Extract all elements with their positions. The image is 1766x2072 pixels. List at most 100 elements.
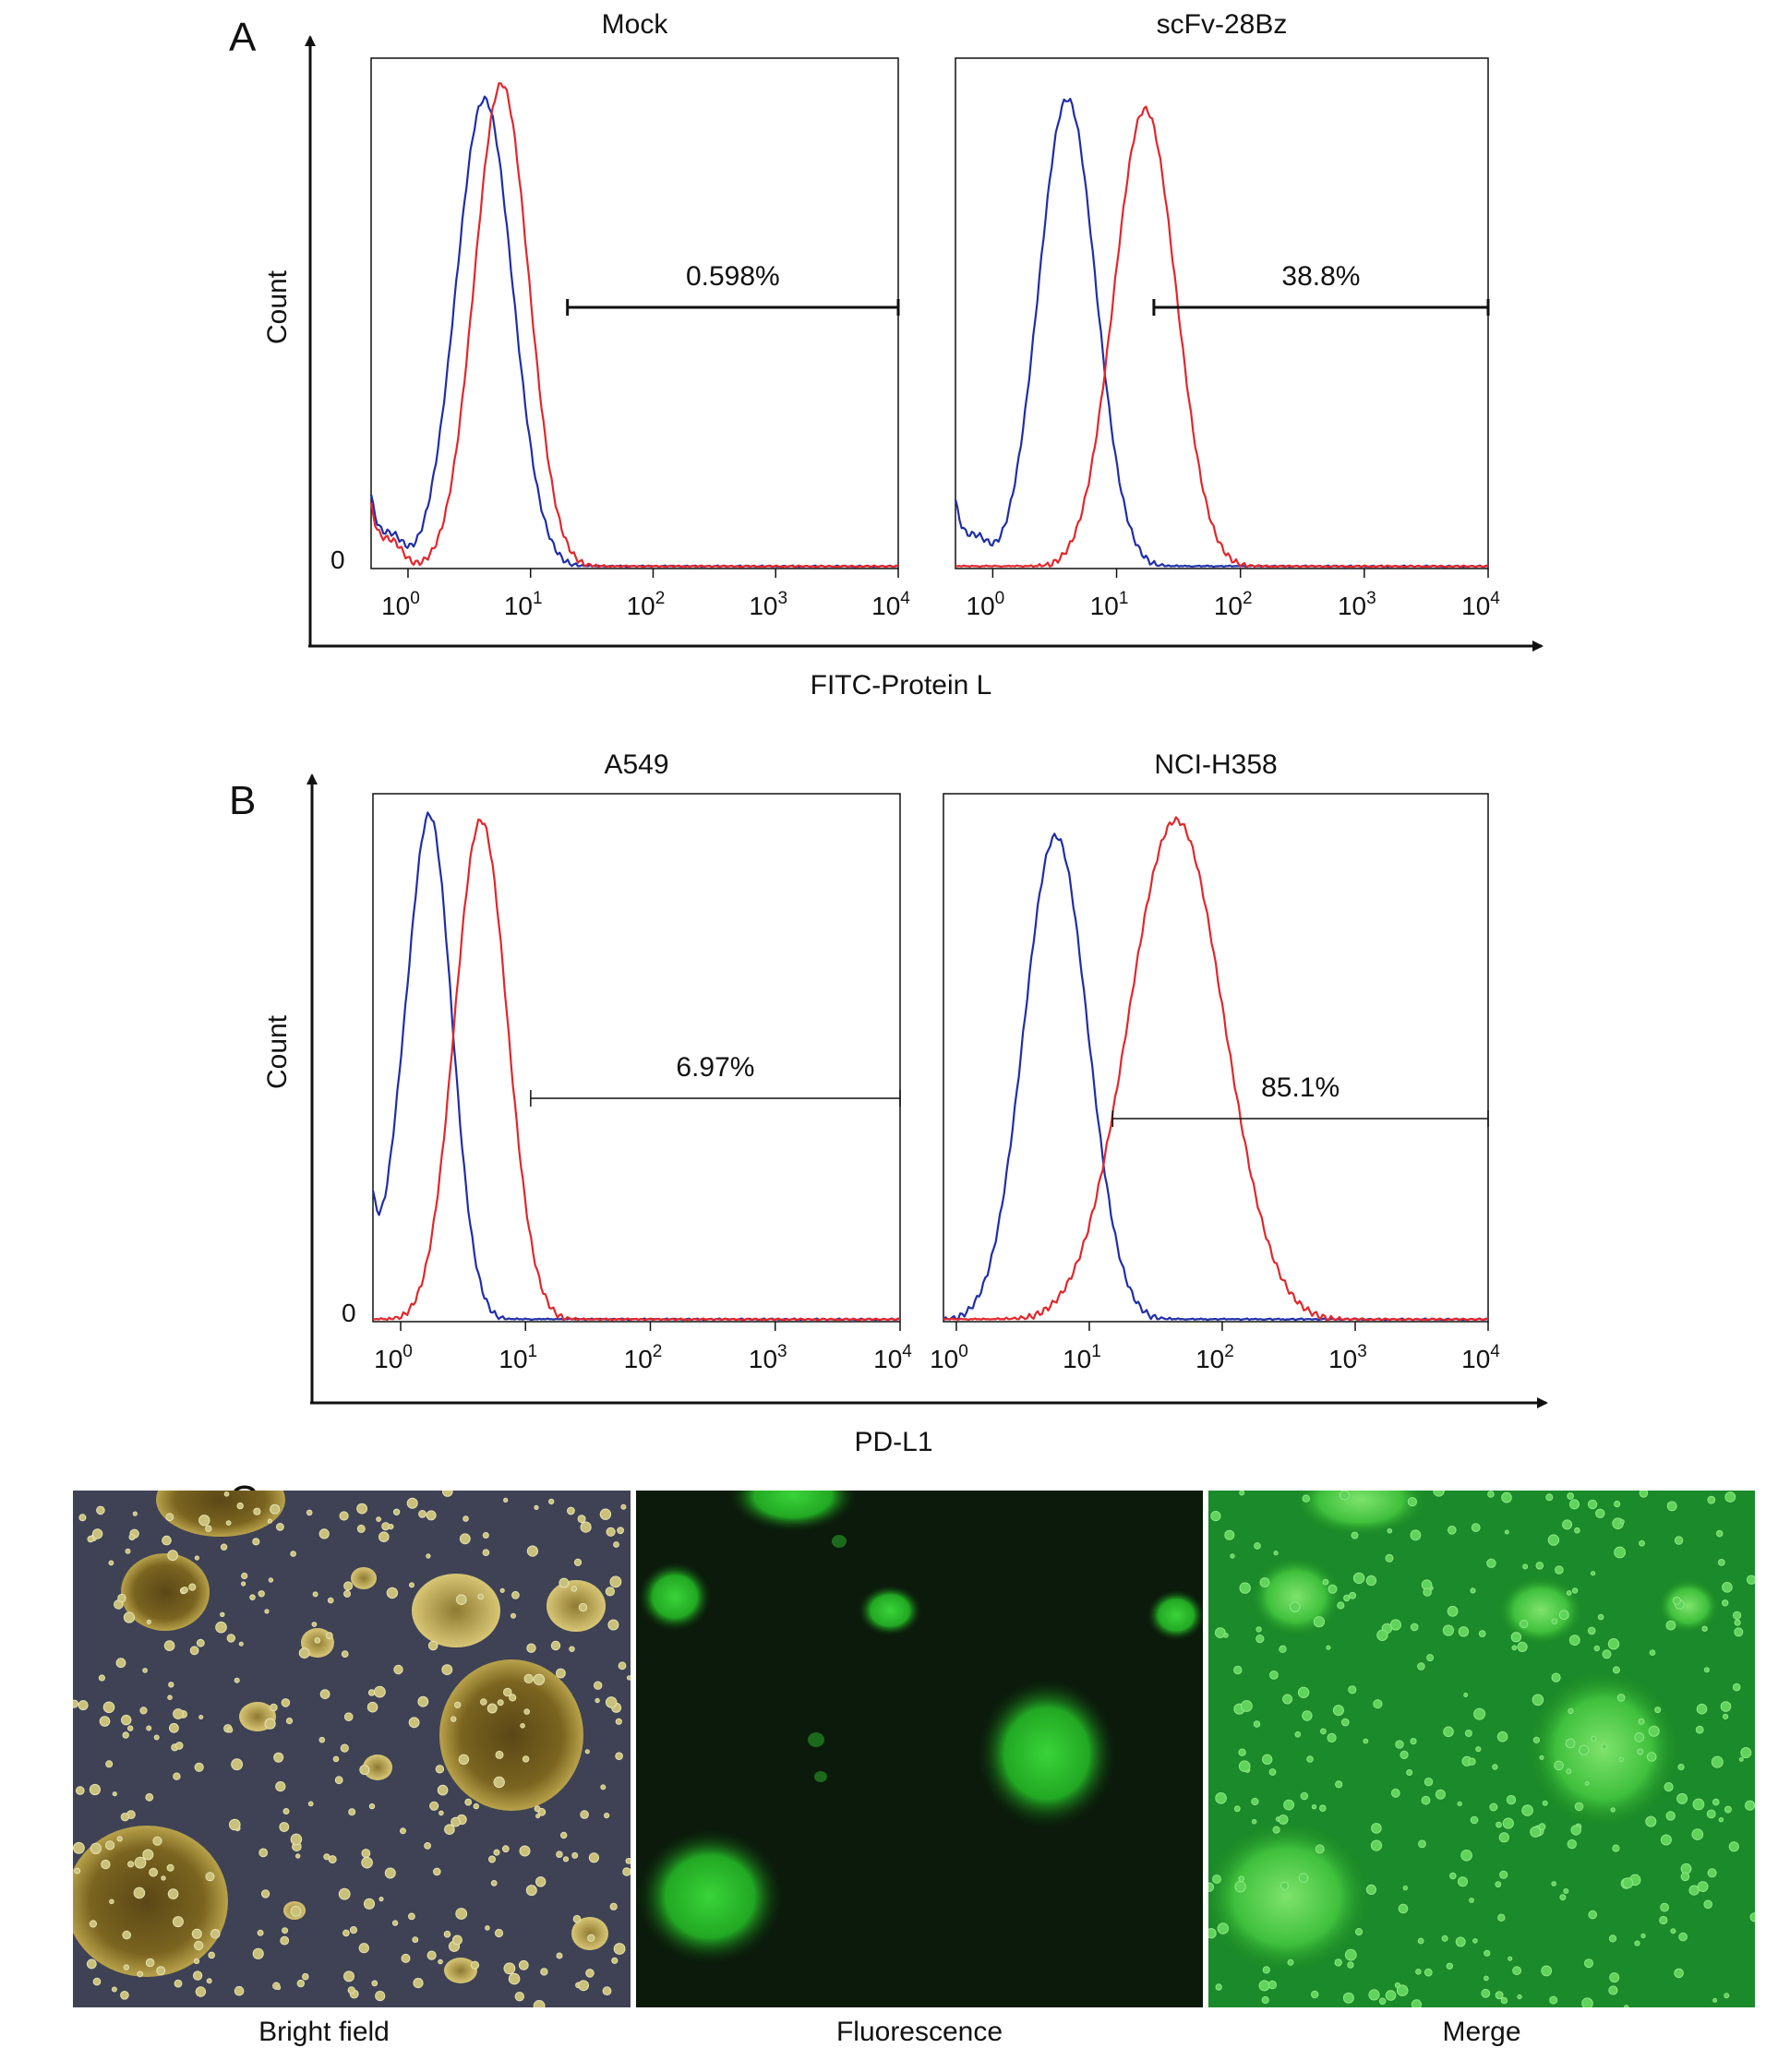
x-tick-label: 104 (873, 1342, 912, 1373)
cell-dot (1424, 1968, 1433, 1977)
cell-dot (163, 1640, 175, 1651)
cell-dot (1574, 1802, 1584, 1812)
merge-cells (1208, 1491, 1755, 2007)
cell-dot (1563, 1888, 1569, 1894)
cell-dot (514, 1992, 524, 2002)
cell-dot (571, 1586, 578, 1592)
cell-dot (86, 1958, 97, 1970)
cell-dot (1680, 1862, 1692, 1874)
cell-dot (1487, 1491, 1495, 1498)
cell-dot (1666, 1501, 1677, 1512)
cell-dot (1640, 1933, 1646, 1939)
cell-dot (1574, 1527, 1580, 1534)
cell-dot (533, 2000, 546, 2007)
cell-dot (1566, 1768, 1572, 1775)
cell-dot (1520, 1619, 1529, 1629)
cell-dot (622, 1867, 631, 1876)
cell-dot (206, 1978, 212, 1984)
cell-dot (1269, 1671, 1279, 1680)
cell-dot (1497, 1913, 1506, 1922)
cell-dot (343, 1712, 354, 1721)
cell-dot (1492, 1764, 1498, 1770)
cell-dot (223, 1491, 230, 1497)
cell-dot (1348, 1685, 1357, 1695)
cell-dot (252, 1538, 260, 1546)
cell-dot (257, 1929, 264, 1936)
cell-dot (1634, 1731, 1645, 1743)
cell-dot (167, 1888, 179, 1899)
cell-dot (1607, 1638, 1620, 1650)
cell-dot (501, 1845, 510, 1853)
cell-dot (556, 1668, 566, 1679)
cell-dot (1319, 1804, 1327, 1813)
cell-dot (1587, 1626, 1596, 1635)
cell-dot (1562, 1519, 1573, 1530)
x-tick-label: 104 (871, 589, 910, 620)
cell-dot (1579, 1744, 1590, 1755)
cell-dot (585, 1969, 595, 1978)
cell-dot (1255, 1635, 1265, 1644)
cell-dot (194, 1940, 204, 1951)
cell-dot (1746, 1575, 1755, 1585)
cell-dot (1545, 1493, 1554, 1502)
cell-dot (174, 1742, 184, 1750)
caption-bright-field: Bright field (258, 2017, 390, 2047)
cell-dot (533, 1673, 546, 1686)
plot-title: scFv-28Bz (1157, 9, 1288, 40)
cell-dot (234, 1677, 240, 1683)
cell-dot (1712, 1798, 1720, 1806)
cell-dot (493, 1776, 505, 1789)
cell-dot (503, 1687, 512, 1697)
cell-dot (1469, 1898, 1474, 1903)
cell-dot (1566, 1590, 1572, 1596)
cell-dot (1722, 1582, 1733, 1593)
cell-dot (368, 1803, 376, 1810)
cell-dot (276, 1523, 284, 1531)
gate-percentage-label: 38.8% (1281, 261, 1360, 292)
cell-dot (196, 1638, 205, 1647)
cell-dot (1728, 1841, 1739, 1852)
cell-dot (105, 1840, 115, 1850)
cell-dot (236, 1502, 244, 1510)
cell-dot (1433, 1491, 1445, 1497)
cell-dot (424, 1842, 432, 1850)
x-tick-label: 102 (1214, 589, 1253, 620)
cell-dot (1254, 1542, 1261, 1550)
cell-dot (1407, 1497, 1417, 1507)
x-tick-label: 102 (1195, 1342, 1234, 1373)
cell-dot (1233, 1665, 1243, 1675)
cell-dot (1287, 1958, 1294, 1966)
cell-dot (1688, 1885, 1700, 1896)
cell-dot (470, 1960, 480, 1970)
cell-dot (1567, 1492, 1575, 1500)
cell-dot (526, 1545, 538, 1557)
cell-dot (519, 1845, 531, 1857)
cell-dot (1370, 1839, 1383, 1851)
cell-dot (1297, 1686, 1310, 1699)
cell-dot (1495, 1881, 1502, 1888)
cell-dot (1676, 1792, 1688, 1804)
cell-dot (578, 1980, 589, 1992)
cell-dot (1664, 1782, 1674, 1792)
cell-dot (1342, 1992, 1354, 2004)
cell-dot (1701, 1625, 1708, 1632)
cell-dot (1511, 1645, 1518, 1651)
cell-dot (319, 1689, 330, 1700)
cell-dot (1368, 1989, 1380, 2001)
cell-dot (125, 1548, 131, 1554)
cell-dot (463, 1515, 469, 1522)
cell-dot (121, 1714, 132, 1726)
cell-dot (1332, 1705, 1344, 1717)
cell-dot (1341, 1718, 1350, 1727)
histogram-nci-h358: NCI-H358 100 101 102 103 104 85.1% (930, 749, 1500, 1373)
cell-dot (1468, 1757, 1476, 1766)
cell-dot (273, 1752, 284, 1763)
cell-dot (90, 1842, 102, 1854)
cell-dot (366, 1701, 378, 1713)
cell-dot (518, 1959, 529, 1970)
cell-dot (181, 1587, 188, 1594)
cell-dot (613, 1943, 626, 1955)
cell-dot (1680, 1872, 1690, 1882)
gate-percentage-label: 85.1% (1261, 1072, 1340, 1103)
cell-dot (122, 1731, 129, 1739)
